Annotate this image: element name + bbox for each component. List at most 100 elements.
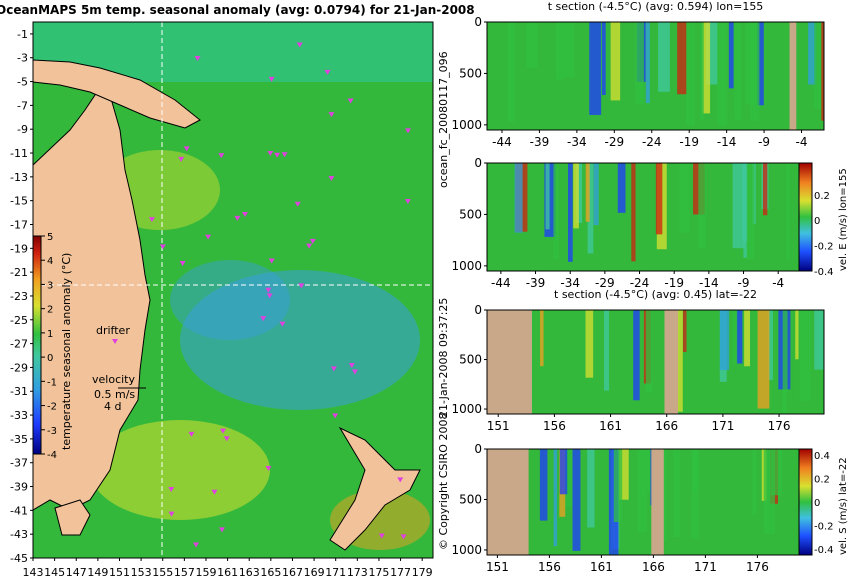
section-feature	[567, 163, 573, 262]
drifter-marker	[404, 198, 411, 204]
section-feature	[746, 163, 755, 260]
map-y-tick-label: -3	[17, 52, 28, 65]
section-colorbar-label: vel. S (m/s) lat=-22	[838, 457, 849, 555]
map-cool-anomaly	[170, 260, 290, 340]
velocity-legend-speed: 0.5 m/s	[94, 388, 135, 401]
section-land-mask	[487, 449, 529, 555]
section-feature	[717, 22, 728, 126]
drifter-marker	[168, 487, 175, 493]
section-frame	[486, 309, 825, 415]
section-x-tick-label: 151	[487, 419, 510, 433]
new-zealand-landmass	[329, 426, 421, 551]
section-colorbar-tick-label: -0.2	[814, 522, 834, 533]
section-x-tick-label: 151	[486, 560, 509, 574]
drifter-marker	[194, 56, 201, 62]
section-field	[487, 22, 824, 130]
section-colorbar-tick-label: -0.4	[814, 267, 834, 278]
section-y-tick-label: 1000	[451, 259, 482, 273]
section-feature	[736, 310, 743, 364]
section-feature	[677, 22, 687, 95]
section-land-mask	[664, 310, 678, 414]
section-x-tick-label: -29	[605, 135, 625, 149]
map-x-tick-label: 177	[390, 566, 411, 579]
section-feature	[559, 449, 568, 495]
section-feature	[683, 310, 687, 352]
map-colorbar-ticks: 5 4 3 2 1 0 -1 -2 -3 -4	[41, 232, 57, 461]
drifter-marker	[309, 238, 316, 244]
drifter-marker	[328, 112, 335, 118]
section-x-tick-label: 166	[655, 419, 678, 433]
drifter-marker	[223, 436, 230, 442]
drifter-legend-marker	[112, 339, 118, 344]
section-feature	[610, 22, 621, 101]
map-x-tick-label: 159	[195, 566, 216, 579]
section-feature	[719, 310, 730, 371]
section-feature	[631, 163, 636, 262]
section-y-tick-label: 0	[474, 15, 482, 29]
section-feature	[757, 310, 770, 409]
map-y-tick-label: -1	[17, 28, 28, 41]
section-feature	[763, 449, 775, 535]
map-colorbar-tick-label: 4	[47, 256, 53, 267]
map-x-tick-label: 147	[66, 566, 87, 579]
map-x-tick-label: 145	[44, 566, 65, 579]
map-x-tick-label: 173	[347, 566, 368, 579]
map-y-tick-label: -29	[10, 361, 28, 374]
section-feature	[585, 163, 590, 222]
drifter-marker	[274, 152, 281, 158]
map-y-tick-label: -41	[10, 504, 28, 517]
map-y-tick-label: -35	[10, 433, 28, 446]
drifter-marker	[218, 153, 225, 159]
section-panel: 0 500 1000 -44 -39 -34 -29 -24 -19 -14 -9 -4 0.2 0 -0.…	[451, 156, 849, 290]
drifter-marker	[183, 146, 190, 152]
map-y-tick-label: -25	[10, 314, 28, 327]
section-feature	[589, 22, 602, 115]
map-x-tick-label: 171	[325, 566, 346, 579]
map-colorbar-tick-label: -2	[47, 402, 57, 413]
section-y-tick-label: 500	[459, 207, 482, 221]
section-feature	[587, 163, 594, 254]
section-x-tick-label: -24	[642, 135, 662, 149]
map-y-tick-label: -17	[10, 218, 28, 231]
section-feature	[752, 449, 757, 516]
map-x-tick-label: 149	[87, 566, 108, 579]
section-feature	[814, 22, 823, 110]
drifter-marker	[266, 293, 273, 299]
map-x-tick-label: 157	[174, 566, 195, 579]
section-y-tick-label: 0	[474, 156, 482, 170]
map-y-tick-label: -9	[17, 123, 28, 136]
section-y-tick-label: 0	[474, 442, 482, 456]
section-feature	[699, 22, 704, 121]
forecast-id-label: ocean_fc_20080117_096	[437, 51, 450, 188]
map-y-tick-label: -11	[10, 147, 28, 160]
section-feature	[572, 449, 581, 551]
section-y-tick-label: 1000	[451, 543, 482, 557]
map-cool-anomaly	[180, 270, 420, 410]
section-x-tick-label: -34	[560, 276, 580, 290]
section-feature	[633, 310, 640, 401]
map-x-tick-label: 169	[304, 566, 325, 579]
section-colorbar-label: vel. E (m/s) lon=155	[838, 168, 849, 271]
map-x-axis: 143 145 147 149 151 153 155 157 159 161 163 165 167 1…	[23, 558, 433, 579]
section-x-tick-label: -39	[526, 276, 546, 290]
drifter-marker	[168, 511, 175, 517]
section-x-tick-label: -39	[530, 135, 550, 149]
section-feature	[553, 449, 558, 547]
map-colorbar	[32, 235, 42, 455]
section-feature	[540, 310, 544, 367]
map-warm-anomaly	[90, 420, 270, 520]
section-feature	[658, 22, 670, 92]
section-feature	[545, 163, 550, 230]
section-feature	[563, 22, 575, 78]
drifter-marker	[378, 533, 385, 539]
drifter-marker	[332, 413, 339, 419]
map-x-tick-label: 163	[239, 566, 260, 579]
drifter-marker	[347, 98, 354, 104]
section-x-tick-label: -19	[679, 135, 699, 149]
drifter-marker	[241, 212, 248, 218]
section-feature	[732, 310, 738, 365]
drifter-marker	[188, 431, 195, 437]
drifter-marker	[298, 283, 305, 289]
section-x-tick-label: 171	[694, 560, 717, 574]
